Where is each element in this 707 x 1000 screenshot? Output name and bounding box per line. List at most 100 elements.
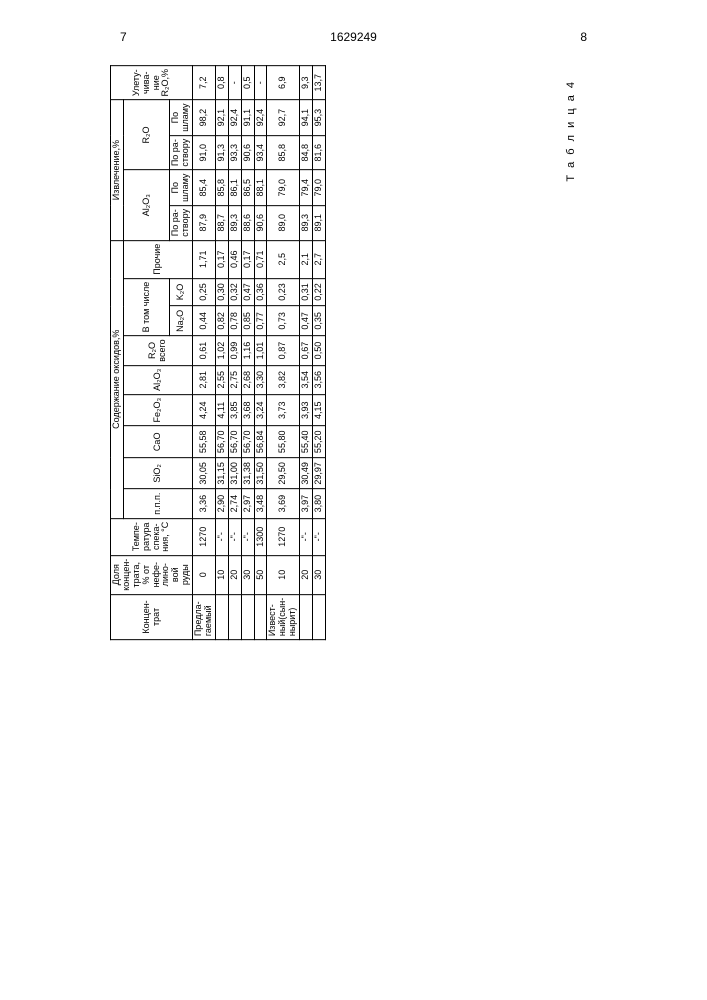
- cell-other: 2,5: [267, 240, 300, 278]
- cell-ext_r_s: 92,4: [228, 100, 241, 135]
- cell-k2o: 0,25: [193, 278, 216, 306]
- cell-sio2: 31,38: [241, 458, 254, 490]
- cell-ext_r_s: 94,1: [300, 100, 313, 135]
- cell-r2o: 0,87: [267, 336, 300, 365]
- cell-ext_al_r: 88,7: [215, 205, 228, 240]
- cell-conc: [300, 594, 313, 639]
- cell-ext_r_s: 98,2: [193, 100, 216, 135]
- table-row: Извест-ный(сын-нырит)1012703,6929,5055,8…: [267, 66, 300, 640]
- cell-r2o: 0,67: [300, 336, 313, 365]
- table-container: Концен-трат Доляконцен-трата,% отнефе-ли…: [110, 65, 685, 281]
- table-row: Предла-гаемый012703,3630,0555,584,242,81…: [193, 66, 216, 640]
- cell-npp: 3,80: [313, 489, 326, 518]
- cell-other: 0,17: [215, 240, 228, 278]
- hdr-ext-r2o: R₂O: [123, 100, 169, 170]
- cell-ext_al_s: 79,4: [300, 170, 313, 205]
- cell-r2o: 0,61: [193, 336, 216, 365]
- cell-k2o: 0,31: [300, 278, 313, 306]
- cell-ext_al_s: 85,8: [215, 170, 228, 205]
- cell-vol: 9,3: [300, 66, 313, 101]
- cell-share: 10: [215, 555, 228, 594]
- cell-al2o3: 3,30: [254, 365, 267, 394]
- hdr-r2o: R₂Oвсего: [123, 336, 192, 365]
- cell-ext_r_r: 93,4: [254, 135, 267, 170]
- cell-cao: 56,70: [228, 426, 241, 458]
- cell-fe2o3: 4,11: [215, 394, 228, 426]
- cell-k2o: 0,30: [215, 278, 228, 306]
- hdr-npp: п.п.п.: [123, 489, 192, 518]
- hdr-po-shlamu-1: Пошламу: [170, 170, 193, 205]
- cell-ext_al_r: 89,3: [300, 205, 313, 240]
- cell-conc: Предла-гаемый: [193, 594, 216, 639]
- cell-k2o: 0,36: [254, 278, 267, 306]
- hdr-fe2o3: Fe₂O₃: [123, 394, 192, 426]
- cell-temp: -"-: [241, 518, 254, 555]
- table-row: 30-"-3,8029,9755,204,153,560,500,350,222…: [313, 66, 326, 640]
- cell-ext_al_r: 89,0: [267, 205, 300, 240]
- cell-vol: -: [228, 66, 241, 101]
- cell-ext_al_r: 88,6: [241, 205, 254, 240]
- cell-conc: [313, 594, 326, 639]
- hdr-al2o3: Al₂O₃: [123, 365, 192, 394]
- cell-share: 50: [254, 555, 267, 594]
- cell-k2o: 0,32: [228, 278, 241, 306]
- cell-cao: 56,70: [241, 426, 254, 458]
- cell-k2o: 0,23: [267, 278, 300, 306]
- cell-cao: 55,40: [300, 426, 313, 458]
- cell-share: 0: [193, 555, 216, 594]
- cell-ext_r_r: 91,0: [193, 135, 216, 170]
- cell-ext_r_s: 92,7: [267, 100, 300, 135]
- cell-other: 0,17: [241, 240, 254, 278]
- hdr-concentrat: Концен-трат: [111, 594, 193, 639]
- cell-share: 20: [300, 555, 313, 594]
- table-body: Предла-гаемый012703,3630,0555,584,242,81…: [193, 66, 326, 640]
- cell-ext_r_s: 92,4: [254, 100, 267, 135]
- cell-al2o3: 2,55: [215, 365, 228, 394]
- cell-cao: 56,84: [254, 426, 267, 458]
- hdr-volat: Улету-чива-ниеR₂O,%: [111, 66, 193, 101]
- cell-ext_r_s: 92,1: [215, 100, 228, 135]
- cell-ext_r_r: 85,8: [267, 135, 300, 170]
- cell-r2o: 0,99: [228, 336, 241, 365]
- cell-ext_al_s: 86,1: [228, 170, 241, 205]
- cell-npp: 3,36: [193, 489, 216, 518]
- cell-sio2: 31,15: [215, 458, 228, 490]
- cell-na2o: 0,44: [193, 306, 216, 336]
- cell-other: 0,71: [254, 240, 267, 278]
- cell-fe2o3: 3,93: [300, 394, 313, 426]
- table-row: 5013003,4831,5056,843,243,301,010,770,36…: [254, 66, 267, 640]
- cell-na2o: 0,47: [300, 306, 313, 336]
- cell-other: 2,1: [300, 240, 313, 278]
- cell-ext_al_s: 85,4: [193, 170, 216, 205]
- hdr-temp: Темпе-ратураспека-ния, °С: [111, 518, 193, 555]
- cell-vol: 6,9: [267, 66, 300, 101]
- cell-share: 10: [267, 555, 300, 594]
- cell-share: 30: [313, 555, 326, 594]
- cell-al2o3: 2,81: [193, 365, 216, 394]
- cell-k2o: 0,22: [313, 278, 326, 306]
- table-row: 10-"-2,9031,1556,704,112,551,020,820,300…: [215, 66, 228, 640]
- cell-ext_al_r: 87,9: [193, 205, 216, 240]
- cell-sio2: 29,97: [313, 458, 326, 490]
- cell-r2o: 0,50: [313, 336, 326, 365]
- cell-na2o: 0,85: [241, 306, 254, 336]
- cell-conc: [254, 594, 267, 639]
- cell-vol: 0,8: [215, 66, 228, 101]
- hdr-na2o: Na₂O: [170, 306, 193, 336]
- cell-vol: 13,7: [313, 66, 326, 101]
- cell-ext_al_s: 88,1: [254, 170, 267, 205]
- cell-cao: 56,70: [215, 426, 228, 458]
- cell-share: 30: [241, 555, 254, 594]
- cell-temp: -"-: [228, 518, 241, 555]
- cell-cao: 55,58: [193, 426, 216, 458]
- cell-fe2o3: 3,73: [267, 394, 300, 426]
- cell-sio2: 30,49: [300, 458, 313, 490]
- document-number: 1629249: [330, 30, 377, 44]
- cell-vol: 0,5: [241, 66, 254, 101]
- cell-r2o: 1,01: [254, 336, 267, 365]
- cell-k2o: 0,47: [241, 278, 254, 306]
- cell-temp: 1270: [267, 518, 300, 555]
- cell-npp: 3,48: [254, 489, 267, 518]
- cell-other: 2,7: [313, 240, 326, 278]
- cell-vol: 7,2: [193, 66, 216, 101]
